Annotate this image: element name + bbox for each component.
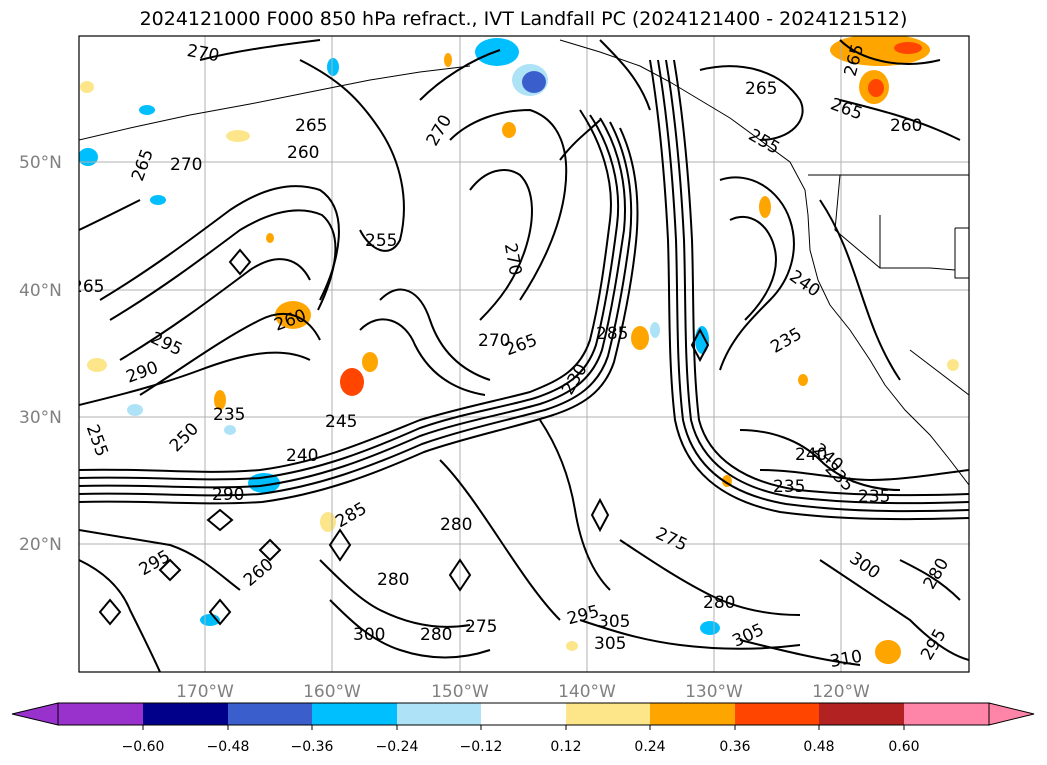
contour-label: 300 [353, 625, 385, 645]
colorbar-extend-high [988, 702, 1035, 726]
colorbar-segment [397, 703, 481, 725]
colorbar-extend-low [11, 702, 59, 726]
map-frame [78, 35, 970, 673]
latitude-label: 30°N [19, 408, 62, 428]
contour-label: 265 [295, 116, 327, 136]
coastlines [79, 39, 969, 486]
colorbar: −0.60 −0.48 −0.36 −0.24 −0.12 0.12 0.24 … [11, 702, 1035, 755]
colorbar-tick-label: 0.60 [888, 739, 919, 755]
contour-label: 260 [890, 116, 922, 136]
contour-label: 260 [287, 143, 319, 163]
colorbar-segment [58, 703, 143, 725]
colorbar-segment [904, 703, 989, 725]
longitude-label: 150°W [431, 682, 489, 702]
contour-label: 265 [72, 277, 104, 297]
contour-label: 285 [596, 324, 628, 344]
colorbar-tick-label: −0.36 [291, 739, 334, 755]
longitude-label: 130°W [685, 682, 743, 702]
contour-label: 255 [365, 231, 397, 251]
shaded-anomalies [79, 36, 959, 664]
longitude-axis: 170°W 160°W 150°W 140°W 130°W 120°W [176, 682, 870, 702]
colorbar-tick-label: −0.48 [207, 739, 250, 755]
contour-label: 280 [440, 515, 472, 535]
contour-label: 265 [745, 79, 777, 99]
map-title: 2024121000 F000 850 hPa refract., IVT La… [139, 8, 908, 30]
longitude-label: 160°W [303, 682, 361, 702]
colorbar-tick-label: −0.60 [122, 739, 165, 755]
colorbar-segment [650, 703, 735, 725]
colorbar-tick-label: −0.24 [376, 739, 419, 755]
contour-label: 245 [325, 412, 357, 432]
colorbar-segment [312, 703, 397, 725]
colorbar-tick-label: 0.36 [719, 739, 750, 755]
colorbar-tick-label: 0.48 [803, 739, 834, 755]
colorbar-segment [228, 703, 312, 725]
contour-label: 290 [212, 485, 244, 505]
longitude-label: 170°W [176, 682, 234, 702]
latitude-label: 40°N [19, 281, 62, 301]
contour-label: 275 [465, 617, 497, 637]
colorbar-tick-label: −0.12 [460, 739, 503, 755]
contour-label: 235 [858, 487, 890, 507]
colorbar-segment [566, 703, 650, 725]
colorbar-segment [735, 703, 819, 725]
colorbar-tick-label: 0.12 [550, 739, 581, 755]
colorbar-segment [481, 703, 566, 725]
refractivity-contours [79, 39, 969, 672]
contour-label: 305 [598, 612, 630, 632]
contour-label: 270 [478, 331, 510, 351]
contour-label: 235 [773, 477, 805, 497]
latitude-label: 50°N [19, 153, 62, 173]
latitude-label: 20°N [19, 535, 62, 555]
graticule [79, 36, 969, 672]
contour-label: 240 [286, 446, 318, 466]
contour-label: 280 [420, 625, 452, 645]
contour-label: 270 [170, 155, 202, 175]
contour-label: 235 [213, 405, 245, 425]
colorbar-segment [819, 703, 904, 725]
colorbar-segment [143, 703, 228, 725]
longitude-label: 140°W [558, 682, 616, 702]
longitude-label: 120°W [812, 682, 870, 702]
contour-label: 280 [377, 570, 409, 590]
contour-label: 240 [795, 445, 827, 465]
colorbar-tick-label: 0.24 [634, 739, 665, 755]
map-area: 270 265 270 265 260 270 265 265 260 255 … [72, 36, 969, 672]
contour-label: 280 [703, 593, 735, 613]
contour-label: 305 [594, 634, 626, 654]
latitude-axis: 50°N 40°N 30°N 20°N [19, 153, 62, 555]
